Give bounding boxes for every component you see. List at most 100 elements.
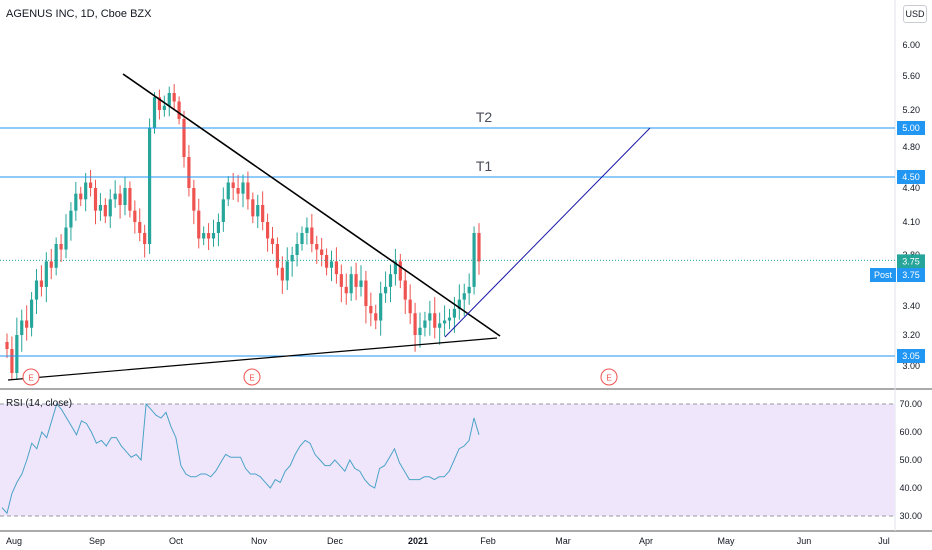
price-tick-label: 5.60 bbox=[902, 71, 920, 81]
rsi-tick-label: 30.00 bbox=[899, 511, 922, 521]
price-tick-label: 6.00 bbox=[902, 40, 920, 50]
candle-body bbox=[226, 182, 230, 200]
candle-body bbox=[10, 349, 14, 373]
candle-body bbox=[167, 93, 171, 106]
candle-body bbox=[438, 323, 442, 328]
price-badge bbox=[897, 349, 925, 363]
rsi-band bbox=[0, 404, 895, 516]
candle-body bbox=[369, 306, 373, 314]
price-badge-label: 5.00 bbox=[902, 123, 920, 133]
time-tick-label: Feb bbox=[480, 536, 496, 546]
candle-body bbox=[261, 205, 265, 222]
candle-body bbox=[118, 193, 122, 205]
time-tick-label: 2021 bbox=[408, 536, 428, 546]
candle-body bbox=[202, 233, 206, 239]
earnings-marker bbox=[22, 368, 40, 386]
candle-body bbox=[403, 280, 407, 300]
candle-body bbox=[206, 233, 211, 239]
candle-body bbox=[59, 244, 63, 250]
candle-body bbox=[123, 188, 127, 205]
candle-body bbox=[344, 286, 348, 294]
earnings-marker bbox=[600, 368, 618, 386]
earnings-marker-label: E bbox=[249, 374, 254, 383]
candle-body bbox=[374, 313, 378, 321]
candle-body bbox=[54, 244, 58, 268]
candle-body bbox=[408, 299, 412, 314]
candle-body bbox=[428, 313, 432, 321]
candle-body bbox=[285, 261, 289, 281]
price-badge-label: 3.05 bbox=[902, 351, 920, 361]
time-tick-label: Apr bbox=[639, 536, 653, 546]
rsi-tick-label: 60.00 bbox=[899, 427, 922, 437]
earnings-marker-label: E bbox=[606, 374, 611, 383]
price-badge bbox=[897, 170, 925, 184]
time-tick-label: Sep bbox=[89, 536, 105, 546]
price-tick-label: 3.20 bbox=[902, 330, 920, 340]
price-tick-label: 3.00 bbox=[902, 361, 920, 371]
candle-body bbox=[133, 210, 137, 222]
time-tick-label: Aug bbox=[6, 536, 22, 546]
candle-body bbox=[290, 255, 294, 262]
candle-body bbox=[275, 244, 280, 268]
candle-body bbox=[5, 342, 9, 349]
rsi-tick-label: 40.00 bbox=[899, 483, 922, 493]
candle-body bbox=[418, 327, 422, 335]
projection-line bbox=[444, 127, 651, 338]
candle-body bbox=[177, 101, 181, 119]
candle-body bbox=[162, 105, 166, 110]
candle-body bbox=[172, 93, 176, 102]
candle-body bbox=[143, 233, 147, 244]
candle-body bbox=[413, 313, 417, 335]
candle-body bbox=[25, 320, 29, 328]
candle-body bbox=[197, 210, 201, 239]
candle-body bbox=[49, 261, 53, 268]
time-tick-label: Mar bbox=[555, 536, 571, 546]
candle-body bbox=[354, 274, 358, 287]
earnings-marker bbox=[243, 368, 261, 386]
post-badge-label: Post bbox=[874, 270, 893, 280]
candle-body bbox=[216, 222, 221, 233]
price-tick-label: 4.40 bbox=[902, 183, 920, 193]
time-tick-label: Oct bbox=[169, 536, 184, 546]
candle-body bbox=[442, 320, 447, 324]
candle-body bbox=[147, 128, 152, 244]
candle-body bbox=[305, 227, 309, 233]
candle-body bbox=[34, 280, 39, 300]
candle-body bbox=[462, 293, 466, 300]
candle-body bbox=[433, 313, 437, 328]
candle-body bbox=[457, 299, 461, 309]
candle-body bbox=[236, 188, 240, 194]
price-badge-label: 4.50 bbox=[902, 172, 920, 182]
candle-body bbox=[44, 261, 48, 287]
candle-body bbox=[265, 222, 270, 239]
candle-body bbox=[182, 119, 186, 157]
currency-button[interactable]: USD bbox=[903, 5, 927, 23]
candle-body bbox=[138, 222, 142, 233]
level-annotation: T1 bbox=[476, 158, 493, 174]
candle-body bbox=[20, 320, 24, 335]
candle-body bbox=[251, 199, 255, 217]
candle-body bbox=[187, 157, 191, 188]
price-tick-label: 4.80 bbox=[902, 142, 920, 152]
rsi-line bbox=[1, 402, 480, 515]
candle-body bbox=[315, 244, 319, 250]
price-badge-label: 3.75 bbox=[902, 256, 920, 266]
candle-body bbox=[39, 280, 44, 287]
candle-body bbox=[69, 210, 73, 228]
candle-body bbox=[320, 249, 324, 255]
time-tick-label: Nov bbox=[251, 536, 268, 546]
descending-trendline bbox=[122, 73, 501, 337]
time-tick-label: Jun bbox=[797, 536, 812, 546]
candle-body bbox=[128, 188, 132, 211]
earnings-marker-label: E bbox=[28, 374, 33, 383]
candle-body bbox=[295, 244, 299, 255]
candle-body bbox=[246, 182, 250, 200]
candle-body bbox=[93, 188, 98, 211]
candle-body bbox=[157, 97, 162, 110]
candle-body bbox=[329, 261, 334, 268]
chart-title: AGENUS INC, 1D, Cboe BZX bbox=[6, 8, 152, 20]
candle-body bbox=[79, 193, 83, 200]
price-badge-label: 3.75 bbox=[902, 270, 920, 280]
candle-body bbox=[108, 199, 112, 217]
